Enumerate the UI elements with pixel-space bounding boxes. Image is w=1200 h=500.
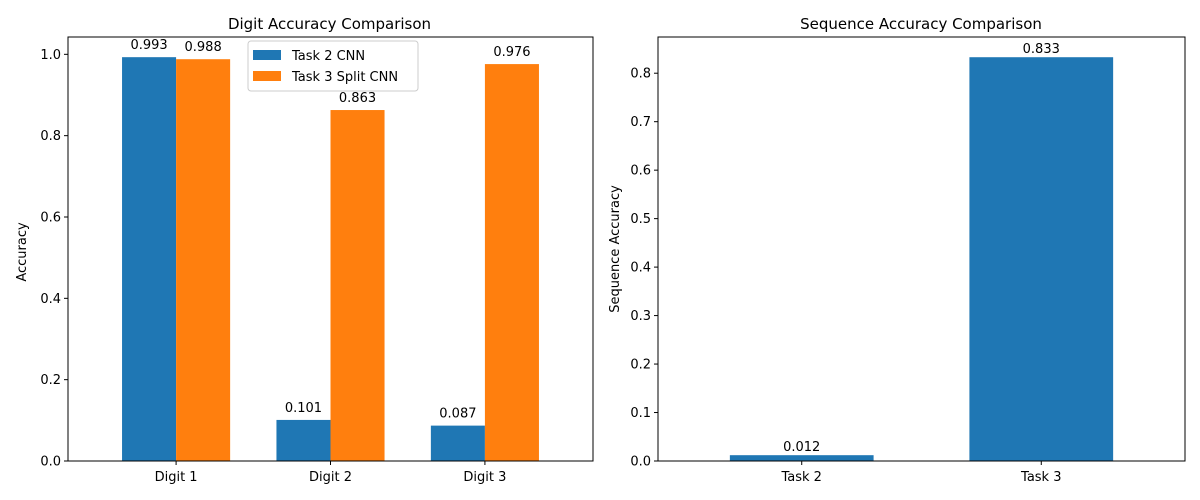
sequence-accuracy-chart: Sequence Accuracy Comparison Sequence Ac… — [608, 15, 1186, 485]
data-label: 0.087 — [439, 407, 476, 422]
y-tick-label: 1.0 — [40, 48, 61, 63]
data-label: 0.976 — [493, 45, 530, 60]
data-label: 0.993 — [130, 38, 167, 53]
y-tick-label: 0.8 — [40, 129, 61, 144]
y-tick-label: 0.2 — [630, 358, 651, 373]
digit-accuracy-chart: Digit Accuracy Comparison Accuracy 0.993… — [15, 15, 594, 485]
legend-swatch — [253, 71, 281, 81]
y-tick-label: 0.7 — [630, 115, 651, 130]
data-label: 0.833 — [1023, 42, 1060, 57]
chart-title: Sequence Accuracy Comparison — [800, 15, 1042, 33]
plot-frame — [657, 36, 1186, 462]
x-tick-label: Digit 3 — [463, 470, 506, 485]
y-axis-label: Sequence Accuracy — [608, 185, 623, 313]
chart-title: Digit Accuracy Comparison — [228, 15, 431, 33]
y-tick-label: 0.3 — [630, 309, 651, 324]
data-label: 0.101 — [285, 401, 322, 416]
y-tick-label: 0.4 — [40, 292, 61, 307]
data-label: 0.012 — [783, 440, 820, 455]
legend-label: Task 3 Split CNN — [291, 70, 398, 85]
y-tick-label: 0.6 — [630, 164, 651, 179]
y-tick-label: 0.5 — [630, 212, 651, 227]
bar — [484, 64, 539, 461]
bars — [729, 57, 1114, 461]
x-ticks: Digit 1 Digit 2 Digit 3 — [155, 461, 506, 485]
data-label: 0.863 — [339, 91, 376, 106]
x-ticks: Task 2 Task 3 — [780, 461, 1062, 485]
data-label: 0.988 — [185, 40, 222, 55]
y-tick-label: 0.1 — [630, 406, 651, 421]
x-tick-label: Task 3 — [1020, 470, 1061, 485]
y-tick-label: 0.0 — [40, 455, 61, 470]
y-tick-label: 0.8 — [630, 67, 651, 82]
y-tick-label: 0.6 — [40, 210, 61, 225]
x-tick-label: Task 2 — [780, 470, 821, 485]
legend-label: Task 2 CNN — [291, 49, 365, 64]
y-tick-label: 0.0 — [630, 455, 651, 470]
x-tick-label: Digit 2 — [309, 470, 352, 485]
data-labels: 0.993 0.101 0.087 0.988 0.863 0.976 — [130, 38, 530, 421]
plot-frame — [67, 36, 594, 462]
y-tick-label: 0.4 — [630, 261, 651, 276]
y-ticks: 0.0 0.1 0.2 0.3 0.4 0.5 0.6 0.7 0.8 — [630, 67, 658, 470]
bar — [276, 419, 331, 461]
y-tick-label: 0.2 — [40, 373, 61, 388]
bars — [122, 57, 539, 461]
y-ticks: 0.0 0.2 0.4 0.6 0.8 1.0 — [40, 48, 68, 470]
bar — [176, 59, 231, 461]
legend: Task 2 CNN Task 3 Split CNN — [247, 40, 419, 92]
bar — [969, 57, 1114, 461]
bar — [330, 110, 385, 461]
bar — [430, 425, 485, 461]
bar — [122, 57, 177, 461]
x-tick-label: Digit 1 — [155, 470, 198, 485]
bar — [729, 455, 874, 461]
y-axis-label: Accuracy — [15, 222, 30, 282]
data-labels: 0.012 0.833 — [783, 42, 1060, 455]
legend-box — [247, 40, 419, 92]
legend-swatch — [253, 50, 281, 60]
